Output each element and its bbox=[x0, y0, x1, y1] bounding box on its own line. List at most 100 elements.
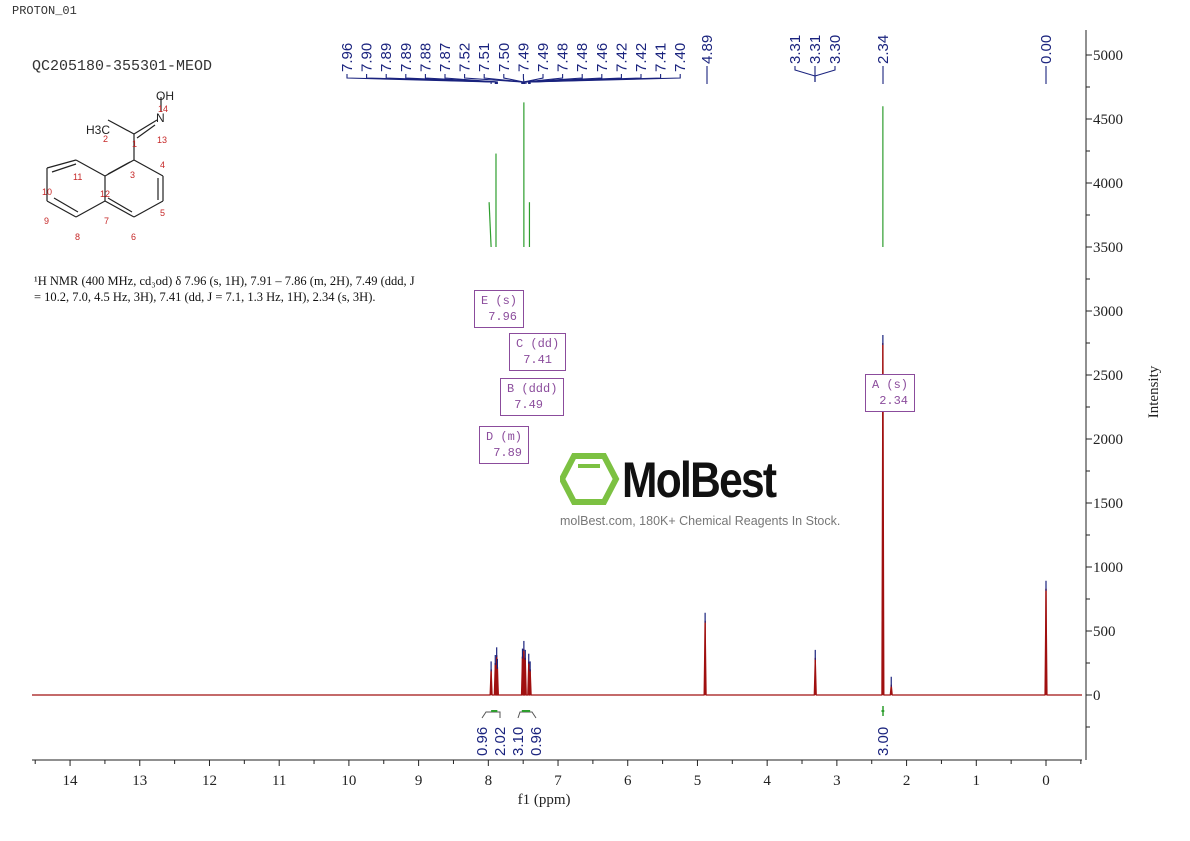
peak-label: 7.49 bbox=[515, 43, 532, 72]
multiplet-label: B (ddd) bbox=[507, 382, 558, 396]
peak-label-connector bbox=[444, 74, 498, 84]
structure-atom-label: 7 bbox=[104, 216, 109, 226]
y-axis-label: Intensity bbox=[1146, 365, 1162, 418]
peak-label: 2.34 bbox=[875, 35, 892, 64]
x-tick-label: 6 bbox=[624, 773, 632, 789]
peak-label: 7.49 bbox=[535, 43, 552, 72]
structure-atom-label: 2 bbox=[103, 134, 108, 144]
peak-label: 0.00 bbox=[1038, 35, 1055, 64]
x-tick-label: 1 bbox=[973, 773, 981, 789]
peak-label-connector bbox=[794, 66, 816, 82]
structure-atom-label: 3 bbox=[130, 170, 135, 180]
structure-atom-label: 4 bbox=[160, 160, 165, 170]
y-tick-label: 4500 bbox=[1093, 112, 1123, 128]
peak-label: 7.51 bbox=[476, 43, 493, 72]
y-tick-label: 3000 bbox=[1093, 304, 1123, 320]
x-tick-label: 8 bbox=[485, 773, 493, 789]
peak-label: 7.50 bbox=[496, 43, 513, 72]
structure-atom-label: 6 bbox=[131, 232, 136, 242]
sample-title: QC205180-355301-MEOD bbox=[32, 58, 213, 75]
peak-label: 7.41 bbox=[653, 43, 670, 72]
molecule-structure bbox=[46, 97, 164, 218]
y-tick-label: 500 bbox=[1093, 624, 1116, 640]
watermark-logo: MolBest bbox=[622, 452, 777, 508]
structure-atom-label: 14 bbox=[158, 104, 168, 114]
multiplet-box-b: B (ddd) 7.49 bbox=[500, 378, 565, 416]
multiplet-box-d: D (m) 7.89 bbox=[479, 426, 530, 464]
x-tick-label: 3 bbox=[833, 773, 841, 789]
multiplet-value: 7.49 bbox=[514, 398, 544, 412]
x-tick-label: 0 bbox=[1042, 773, 1050, 789]
integral-value: 2.02 bbox=[492, 727, 509, 756]
peak-label-connector bbox=[503, 74, 524, 84]
peak-label: 7.88 bbox=[417, 43, 434, 72]
structure-atom-label: 13 bbox=[157, 135, 167, 145]
structure-atom-label: OH bbox=[156, 89, 174, 103]
x-tick-label: 14 bbox=[63, 773, 79, 789]
structure-atom-label: 12 bbox=[100, 189, 110, 199]
watermark-text: molBest.com, 180K+ Chemical Reagents In … bbox=[560, 514, 841, 528]
peak-label: 7.40 bbox=[672, 43, 689, 72]
multiplet-value: 2.34 bbox=[879, 394, 909, 408]
multiplet-label: E (s) bbox=[481, 294, 518, 308]
multiplet-value: 7.41 bbox=[523, 353, 553, 367]
peak-label: 7.52 bbox=[457, 43, 474, 72]
peak-label-connector bbox=[464, 74, 523, 84]
y-tick-label: 3500 bbox=[1093, 240, 1123, 256]
integral-bracket bbox=[481, 711, 501, 719]
x-tick-label: 13 bbox=[132, 773, 147, 789]
watermark-hexagon-icon bbox=[560, 453, 620, 505]
peak-label: 3.31 bbox=[787, 35, 804, 64]
y-tick-label: 1500 bbox=[1093, 496, 1123, 512]
peak-label: 7.42 bbox=[633, 43, 650, 72]
x-tick-label: 7 bbox=[554, 773, 562, 789]
x-tick-label: 2 bbox=[903, 773, 911, 789]
integral-bracket bbox=[517, 711, 537, 719]
multiplet-value: 7.89 bbox=[493, 446, 523, 460]
structure-atom-label: 10 bbox=[42, 187, 52, 197]
structure-atom-label: N bbox=[156, 111, 165, 125]
peak-label-connector bbox=[483, 74, 524, 84]
integral-value: 3.00 bbox=[875, 727, 892, 756]
peak-label: 4.89 bbox=[699, 35, 716, 64]
x-tick-label: 10 bbox=[341, 773, 356, 789]
x-axis-label: f1 (ppm) bbox=[518, 792, 571, 808]
y-tick-label: 5000 bbox=[1093, 48, 1123, 64]
multiplet-label: C (dd) bbox=[516, 337, 560, 351]
multiplet-label: A (s) bbox=[872, 378, 909, 392]
peak-label-connector bbox=[814, 66, 836, 82]
x-tick-label: 5 bbox=[694, 773, 702, 789]
structure-atom-label: 1 bbox=[132, 139, 137, 149]
peak-label-connector bbox=[524, 74, 583, 84]
multiplet-box-e: E (s) 7.96 bbox=[474, 290, 525, 328]
multiplet-box-a: A (s) 2.34 bbox=[865, 374, 916, 412]
x-tick-label: 12 bbox=[202, 773, 217, 789]
y-tick-label: 4000 bbox=[1093, 176, 1123, 192]
structure-atom-label: H3C bbox=[86, 123, 110, 137]
x-tick-label: 9 bbox=[415, 773, 423, 789]
integral-value: 3.10 bbox=[510, 727, 527, 756]
nmr-description: ¹H NMR (400 MHz, cd₃od) δ 7.96 (s, 1H), … bbox=[34, 274, 415, 304]
peak-label: 7.48 bbox=[555, 43, 572, 72]
y-tick-label: 2000 bbox=[1093, 432, 1123, 448]
multiplet-value: 7.96 bbox=[488, 310, 518, 324]
y-tick-label: 1000 bbox=[1093, 560, 1123, 576]
peak-label: 7.46 bbox=[594, 43, 611, 72]
peak-label: 7.89 bbox=[378, 43, 395, 72]
peak-label: 7.90 bbox=[359, 43, 376, 72]
peak-label: 7.42 bbox=[613, 43, 630, 72]
peak-label: 3.31 bbox=[807, 35, 824, 64]
structure-atom-label: 9 bbox=[44, 216, 49, 226]
peak-label: 7.87 bbox=[437, 43, 454, 72]
structure-atom-label: 5 bbox=[160, 208, 165, 218]
y-tick-label: 0 bbox=[1093, 688, 1101, 704]
experiment-name: PROTON_01 bbox=[12, 4, 77, 18]
peak-label: 7.89 bbox=[398, 43, 415, 72]
structure-atom-label: 11 bbox=[73, 172, 82, 182]
peak-label-connector bbox=[529, 74, 681, 84]
y-tick-label: 2500 bbox=[1093, 368, 1123, 384]
multiplet-box-c: C (dd) 7.41 bbox=[509, 333, 567, 371]
peak-label-connector bbox=[405, 74, 497, 84]
peak-label: 3.30 bbox=[827, 35, 844, 64]
integral-value: 0.96 bbox=[474, 727, 491, 756]
